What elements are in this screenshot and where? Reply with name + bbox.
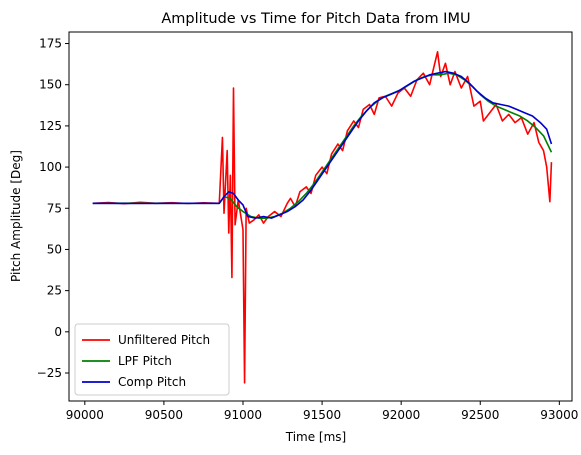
- x-tick-label: 90000: [66, 408, 104, 422]
- legend-label: Comp Pitch: [118, 375, 186, 389]
- x-tick-label: 92500: [461, 408, 499, 422]
- y-tick-label: −25: [37, 366, 62, 380]
- legend: Unfiltered Pitch LPF Pitch Comp Pitch: [74, 323, 230, 396]
- y-tick-label: 125: [39, 119, 62, 133]
- chart-title: Amplitude vs Time for Pitch Data from IM…: [161, 11, 470, 27]
- plot-area: [68, 31, 573, 402]
- x-tick-label: 93000: [540, 408, 578, 422]
- y-tick-label: 25: [47, 284, 62, 298]
- legend-label: Unfiltered Pitch: [118, 333, 210, 347]
- y-tick-label: 50: [47, 242, 62, 256]
- y-axis: −25 0 25 50 75 100 125 150 175: [37, 37, 69, 380]
- x-axis-label: Time [ms]: [285, 430, 347, 444]
- y-tick-label: 75: [47, 201, 62, 215]
- y-tick-label: 0: [54, 325, 62, 339]
- series-line-unfiltered-pitch: [92, 50, 553, 384]
- legend-label: LPF Pitch: [118, 354, 172, 368]
- y-tick-label: 100: [39, 160, 62, 174]
- x-tick-label: 91000: [224, 408, 262, 422]
- y-tick-label: 175: [39, 37, 62, 51]
- y-axis-label: Pitch Amplitude [Deg]: [9, 150, 23, 282]
- series-line-comp-pitch: [92, 70, 553, 219]
- legend-box: [74, 323, 230, 396]
- x-tick-label: 90500: [145, 408, 183, 422]
- x-tick-label: 91500: [303, 408, 341, 422]
- plot-frame: [68, 31, 573, 402]
- x-tick-label: 92000: [382, 408, 420, 422]
- y-tick-label: 150: [39, 78, 62, 92]
- x-axis: 90000 90500 91000 91500 92000 92500 93000: [66, 401, 578, 422]
